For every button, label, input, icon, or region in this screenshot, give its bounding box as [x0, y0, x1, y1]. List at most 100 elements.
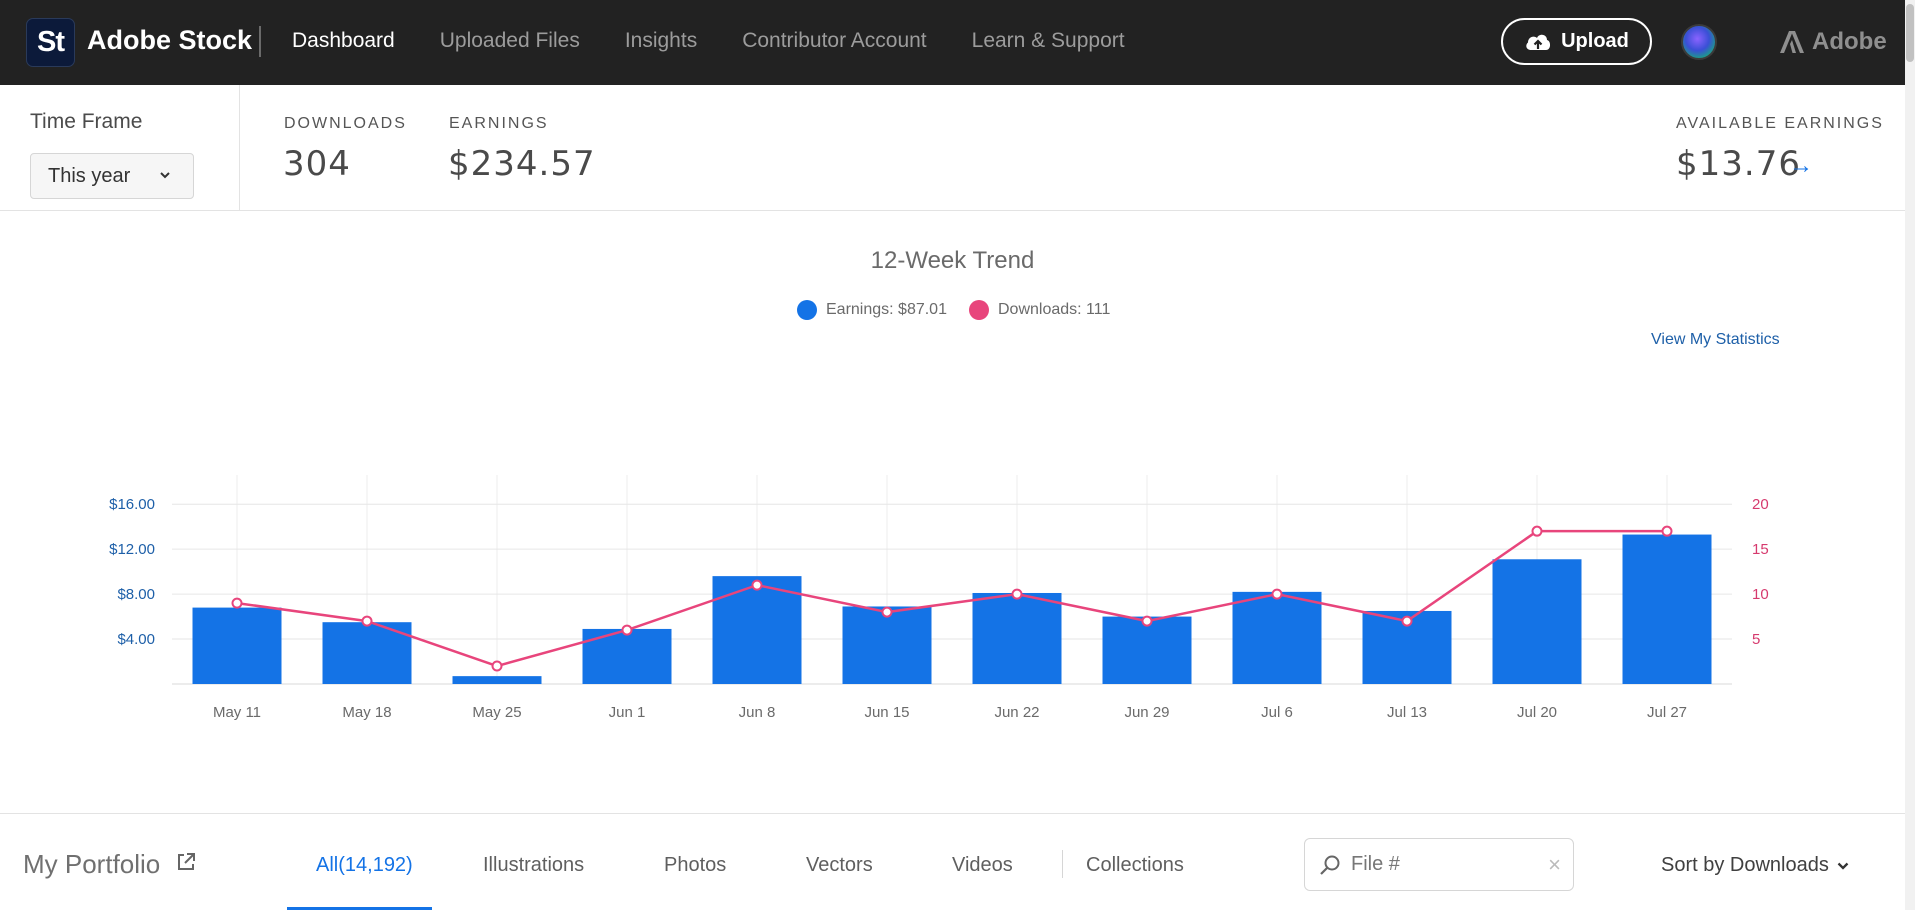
y-right-tick-label: 15 — [1752, 541, 1769, 558]
downloads-point — [361, 615, 373, 627]
x-tick-label: Jun 22 — [994, 704, 1039, 721]
x-tick-label: May 25 — [472, 704, 521, 721]
legend-downloads[interactable]: Downloads: 111 — [969, 300, 1110, 320]
downloads-point — [751, 579, 763, 591]
x-tick-label: Jul 6 — [1261, 704, 1293, 721]
sort-label: Sort by Downloads — [1661, 854, 1829, 876]
x-tick-label: May 18 — [342, 704, 391, 721]
adobe-label: Adobe — [1812, 28, 1887, 55]
downloads-label: DOWNLOADS — [284, 115, 407, 132]
file-search-box[interactable]: × — [1304, 838, 1574, 891]
downloads-line — [236, 529, 1667, 668]
tab-all[interactable]: All(14,192) — [316, 854, 413, 876]
earnings-bar — [582, 628, 672, 684]
legend-earnings[interactable]: Earnings: $87.01 — [797, 300, 947, 320]
top-navigation-bar: St Adobe Stock Dashboard Uploaded Files … — [0, 0, 1905, 85]
legend-downloads-dot — [969, 300, 989, 320]
downloads-value: 304 — [283, 144, 351, 184]
adobe-stock-logo[interactable]: St — [26, 18, 75, 67]
y-right-tick-label: 20 — [1752, 496, 1769, 513]
chevron-down-icon — [1837, 862, 1849, 870]
legend-earnings-dot — [797, 300, 817, 320]
earnings-bar — [1622, 534, 1712, 684]
adobe-logo[interactable]: Adobe — [1780, 28, 1887, 56]
x-tick-label: Jul 20 — [1517, 704, 1557, 721]
upload-button[interactable]: Upload — [1501, 18, 1652, 65]
earnings-label: EARNINGS — [449, 115, 549, 132]
tab-vectors[interactable]: Vectors — [806, 854, 873, 876]
file-search-input[interactable] — [1351, 853, 1541, 876]
earnings-bar — [1102, 616, 1192, 684]
earnings-bar — [842, 606, 932, 684]
downloads-point — [1011, 588, 1023, 600]
downloads-point — [881, 606, 893, 618]
legend-earnings-label: Earnings: $87.01 — [826, 301, 947, 318]
adobe-icon — [1780, 31, 1804, 53]
stats-divider — [239, 85, 240, 211]
y-left-tick-label: $12.00 — [109, 541, 155, 558]
downloads-point — [491, 660, 503, 672]
earnings-bar — [972, 592, 1062, 684]
x-tick-label: Jun 29 — [1124, 704, 1169, 721]
main-nav: Dashboard Uploaded Files Insights Contri… — [292, 29, 1170, 53]
time-frame-value: This year — [48, 164, 131, 187]
time-frame-label: Time Frame — [30, 110, 143, 133]
time-frame-select[interactable]: This year — [30, 153, 194, 199]
search-icon — [1320, 855, 1340, 875]
nav-uploaded-files[interactable]: Uploaded Files — [439, 29, 580, 52]
legend-downloads-label: Downloads: 111 — [998, 301, 1111, 318]
nav-learn-support[interactable]: Learn & Support — [971, 29, 1125, 52]
tab-photos[interactable]: Photos — [664, 854, 727, 876]
external-link-icon[interactable] — [176, 852, 196, 872]
cloud-upload-icon — [1526, 34, 1551, 50]
earnings-bar — [452, 676, 542, 684]
downloads-point — [1141, 615, 1153, 627]
scrollbar-thumb[interactable] — [1906, 4, 1914, 62]
downloads-point — [1531, 525, 1543, 537]
x-tick-label: Jul 13 — [1387, 704, 1427, 721]
earnings-bar — [192, 607, 282, 684]
portfolio-title: My Portfolio — [23, 849, 161, 879]
x-tick-label: May 11 — [213, 704, 261, 721]
downloads-point — [1661, 525, 1673, 537]
earnings-value: $234.57 — [448, 144, 596, 184]
y-left-tick-label: $16.00 — [109, 496, 155, 513]
y-left-tick-label: $8.00 — [117, 586, 155, 603]
earnings-bar — [1232, 591, 1322, 684]
available-earnings-label: AVAILABLE EARNINGS — [1676, 115, 1884, 132]
downloads-point — [231, 597, 243, 609]
stats-strip: Time Frame This year DOWNLOADS 304 EARNI… — [0, 85, 1905, 211]
y-right-tick-label: 10 — [1752, 586, 1769, 603]
chart-title: 12-Week Trend — [0, 247, 1905, 275]
user-avatar[interactable] — [1681, 24, 1717, 60]
tab-videos[interactable]: Videos — [952, 854, 1013, 876]
sort-dropdown[interactable]: Sort by Downloads — [1661, 854, 1849, 877]
page-scrollbar[interactable] — [1905, 0, 1915, 910]
portfolio-bar: My Portfolio All(14,192) Illustrations P… — [0, 813, 1905, 910]
available-earnings-value: $13.76 — [1676, 144, 1801, 184]
y-right-tick-label: 5 — [1752, 631, 1760, 648]
tab-illustrations[interactable]: Illustrations — [483, 854, 585, 876]
x-tick-label: Jun 1 — [609, 704, 646, 721]
brand-name[interactable]: Adobe Stock — [87, 25, 253, 55]
x-tick-label: Jun 8 — [739, 704, 776, 721]
x-tick-label: Jul 27 — [1647, 704, 1687, 721]
nav-insights[interactable]: Insights — [624, 29, 698, 52]
nav-contributor-account[interactable]: Contributor Account — [742, 29, 927, 52]
clear-icon[interactable]: × — [1548, 852, 1561, 877]
downloads-point — [1271, 588, 1283, 600]
x-tick-label: Jun 15 — [864, 704, 909, 721]
active-tab-indicator — [287, 907, 432, 910]
downloads-point — [1401, 615, 1413, 627]
nav-dashboard[interactable]: Dashboard — [292, 29, 395, 52]
y-left-tick-label: $4.00 — [117, 631, 155, 648]
view-my-statistics-link[interactable]: View My Statistics — [1651, 331, 1780, 348]
tab-collections[interactable]: Collections — [1086, 854, 1184, 876]
available-earnings-arrow-link[interactable]: → — [1789, 152, 1813, 179]
upload-label: Upload — [1561, 30, 1629, 52]
chart-title-text: 12-Week Trend — [870, 247, 1035, 274]
earnings-bar — [1492, 559, 1582, 684]
brand-divider — [259, 26, 261, 57]
tab-divider — [1062, 850, 1063, 878]
